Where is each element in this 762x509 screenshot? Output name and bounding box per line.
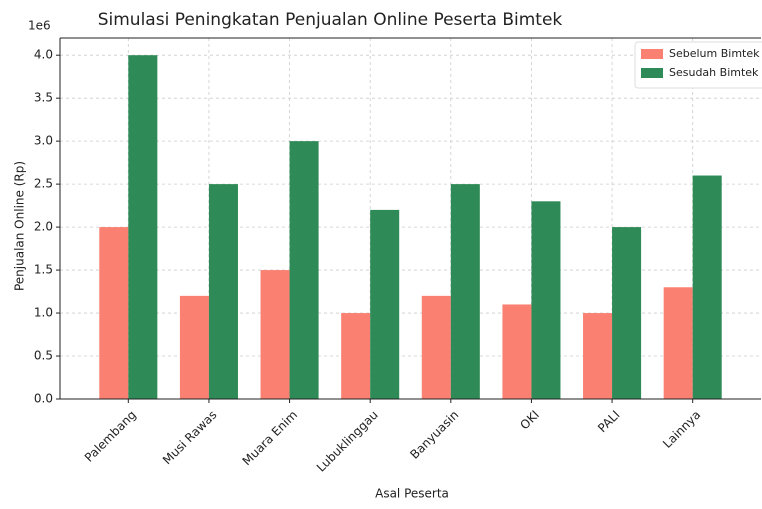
bar: [692, 175, 722, 399]
x-tick-label: PALI: [595, 408, 623, 436]
y-tick-label: 0.5: [34, 349, 53, 363]
legend-box: [634, 41, 762, 89]
y-tick-label: 3.0: [34, 134, 53, 148]
x-tick-label: Banyuasin: [407, 408, 461, 462]
legend: Sebelum Bimtek Sesudah Bimtek: [634, 41, 762, 89]
x-tick-label: Lainnya: [660, 408, 703, 451]
bar: [450, 184, 480, 399]
x-axis-label: Asal Peserta: [375, 487, 449, 501]
legend-swatch: [641, 49, 663, 59]
chart-title: Simulasi Peningkatan Penjualan Online Pe…: [98, 10, 563, 30]
bar: [663, 287, 693, 399]
x-tick-label: Palembang: [82, 408, 139, 465]
bar: [583, 313, 613, 399]
legend-swatch: [641, 68, 663, 78]
bar: [260, 270, 290, 399]
x-tick-label: Lubuklinggau: [314, 408, 381, 475]
y-tick-label: 3.5: [34, 91, 53, 105]
bar: [612, 227, 642, 399]
bar: [179, 295, 209, 399]
y-tick-label: 1.5: [34, 263, 53, 277]
bar: [289, 141, 319, 399]
bar: [208, 184, 238, 399]
y-tick-label: 2.5: [34, 177, 53, 191]
bar: [531, 201, 561, 399]
bar: [99, 227, 129, 399]
bar: [370, 209, 400, 399]
y-tick-label: 4.0: [34, 48, 53, 62]
y-tick-label: 0.0: [34, 392, 53, 406]
legend-label: Sebelum Bimtek: [669, 47, 760, 60]
bar: [341, 313, 371, 399]
x-tick-label: Muara Enim: [240, 408, 301, 469]
x-tick-label: Musi Rawas: [160, 408, 220, 468]
legend-label: Sesudah Bimtek: [669, 66, 759, 79]
y-offset-label: 1e6: [28, 19, 51, 33]
bar: [502, 304, 532, 399]
bar: [128, 55, 158, 399]
y-tick-label: 1.0: [34, 306, 53, 320]
y-tick-label: 2.0: [34, 220, 53, 234]
x-tick-label: OKI: [517, 408, 542, 433]
y-axis-label: Penjualan Online (Rp): [13, 161, 27, 291]
bar: [421, 295, 451, 399]
